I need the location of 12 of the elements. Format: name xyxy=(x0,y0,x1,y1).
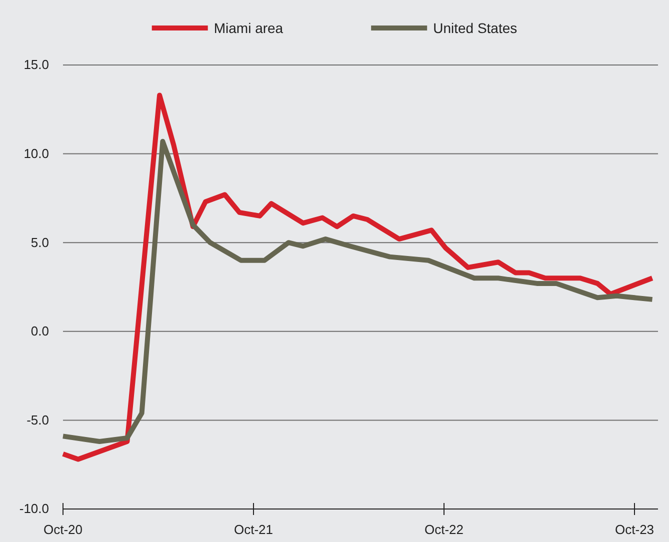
y-tick-label: 15.0 xyxy=(24,57,49,72)
x-tick-label: Oct-22 xyxy=(424,522,464,538)
y-tick-label: 0.0 xyxy=(30,324,49,339)
legend-label: Miami area xyxy=(214,20,284,36)
x-tick-label: Oct-20 xyxy=(43,522,83,538)
x-tick-label: Oct-21 xyxy=(234,522,274,538)
y-tick-label: -10.0 xyxy=(19,501,49,516)
y-tick-label: 10.0 xyxy=(24,146,49,161)
y-tick-label: 5.0 xyxy=(30,234,49,250)
x-tick-label: Oct-23 xyxy=(615,522,654,538)
legend-label: United States xyxy=(433,20,518,36)
y-tick-label: -5.0 xyxy=(26,412,49,428)
